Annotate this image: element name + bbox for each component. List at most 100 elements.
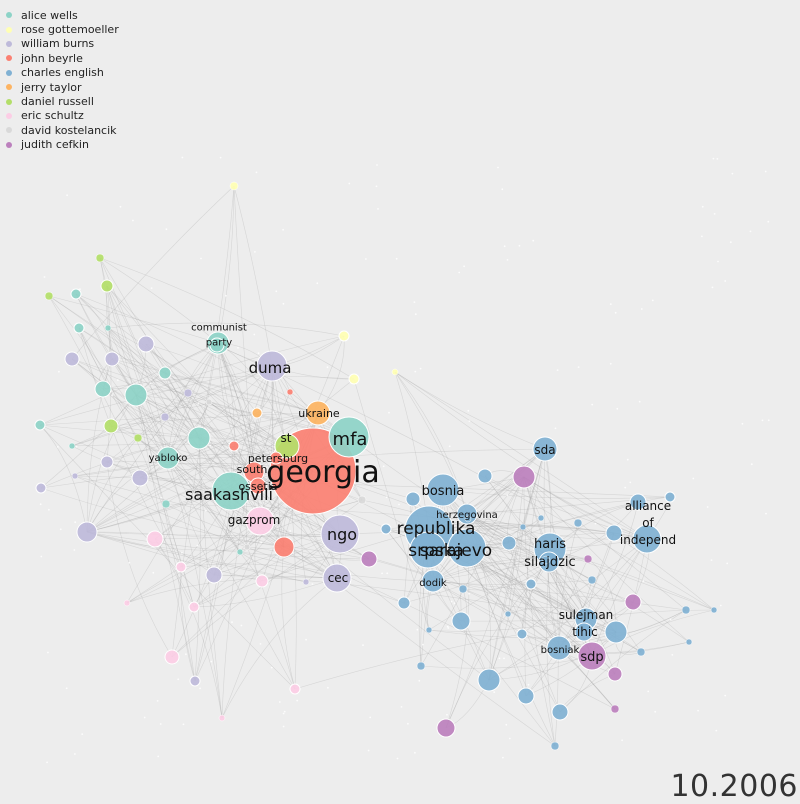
graph-edge: [171, 546, 285, 658]
node-sarajevo: [447, 528, 487, 568]
graph-edge: [111, 358, 319, 414]
background-dot: [447, 627, 450, 629]
graph-node: [501, 535, 517, 551]
background-dot: [414, 751, 416, 754]
graph-edge: [48, 295, 219, 344]
background-dot: [710, 559, 713, 561]
graph-node: [251, 407, 263, 419]
graph-edge: [217, 342, 338, 579]
background-dot: [152, 571, 155, 574]
graph-edge: [559, 673, 616, 713]
background-dot: [81, 733, 84, 735]
node-label-dodik: dodik: [419, 578, 447, 589]
graph-node: [104, 324, 112, 332]
graph-edge: [217, 342, 288, 447]
graph-node: [516, 628, 528, 640]
background-dot: [376, 164, 378, 166]
graph-edge: [74, 475, 405, 604]
node-label-line: dodik: [419, 578, 447, 589]
graph-edge: [39, 424, 296, 690]
legend-swatch: [6, 55, 12, 62]
background-dot: [502, 756, 504, 759]
graph-edge: [75, 293, 137, 396]
node-mfa: [328, 416, 370, 458]
graph-node: [624, 593, 642, 611]
graph-edge: [230, 490, 370, 560]
background-dot: [518, 244, 521, 247]
graph-edge: [216, 344, 255, 473]
node-label-line: bosniak: [541, 645, 580, 656]
graph-edge: [99, 257, 219, 344]
graph-edge: [193, 533, 341, 608]
graph-edge: [507, 476, 525, 615]
background-dot: [554, 427, 557, 430]
background-dot: [311, 583, 314, 585]
graph-edge: [71, 365, 273, 447]
node-sdp: [577, 641, 607, 671]
legend-label: jerry taylor: [21, 80, 82, 94]
legend-label: judith cefkin: [21, 138, 89, 152]
graph-node: [187, 426, 211, 450]
graph-node: [391, 368, 399, 376]
background-dot: [177, 678, 180, 681]
node-bosnia: [426, 473, 460, 507]
node-dodik: [421, 569, 445, 593]
background-dot: [701, 205, 704, 208]
background-dot: [165, 228, 168, 231]
graph-node: [477, 468, 493, 484]
legend-label: david kostelancik: [21, 123, 117, 137]
graph-node: [205, 566, 223, 584]
graph-node: [94, 380, 112, 398]
graph-edge: [71, 443, 288, 447]
graph-node: [289, 683, 301, 695]
graph-edge: [86, 358, 113, 533]
legend-swatch: [6, 26, 12, 33]
graph-edge: [39, 424, 261, 522]
node-label-layer: georgia mfa duma saakashvili ngo cec gazprom uk…: [149, 323, 677, 666]
graph-edge: [86, 445, 235, 533]
node-label-georgia: georgia: [266, 455, 379, 490]
graph-node: [436, 718, 456, 738]
background-dot: [654, 710, 657, 713]
background-dot: [713, 213, 716, 215]
graph-edge: [394, 371, 468, 515]
background-dot: [508, 737, 511, 740]
graph-edge: [135, 394, 642, 653]
background-dot: [187, 482, 190, 485]
node-tihic: [574, 622, 594, 642]
background-dot: [712, 157, 715, 160]
background-dot: [396, 757, 399, 760]
graph-edge: [521, 538, 648, 635]
graph-node: [44, 291, 54, 301]
node-label-line: srpska: [408, 541, 463, 561]
background-dot: [39, 503, 42, 506]
node-label-ossetia: ossetia: [238, 480, 277, 493]
graph-edge: [39, 344, 218, 426]
background-dot: [719, 604, 722, 607]
graph-node: [681, 605, 691, 615]
background-dot: [591, 403, 594, 406]
graph-edge: [40, 394, 137, 489]
graph-node: [573, 518, 583, 528]
background-dot: [497, 166, 499, 169]
graph-edge: [164, 416, 261, 522]
graph-edge: [271, 365, 297, 690]
graph-edge: [558, 609, 687, 649]
background-dot: [400, 706, 403, 708]
legend-item: alice wells: [6, 8, 119, 22]
background-dot: [260, 541, 262, 544]
graph-edge: [403, 548, 551, 604]
graph-edge: [428, 501, 639, 532]
node-gazprom: [245, 506, 275, 536]
graph-node: [133, 433, 143, 443]
graph-edge: [99, 257, 355, 380]
graph-edge: [154, 538, 223, 719]
legend-item: jerry taylor: [6, 80, 119, 94]
graph-edge: [110, 425, 617, 633]
graph-edge: [488, 631, 617, 681]
background-dot: [209, 444, 212, 447]
node-label-mfa: mfa: [333, 429, 368, 450]
graph-edge: [281, 546, 296, 690]
legend-item: judith cefkin: [6, 138, 119, 152]
